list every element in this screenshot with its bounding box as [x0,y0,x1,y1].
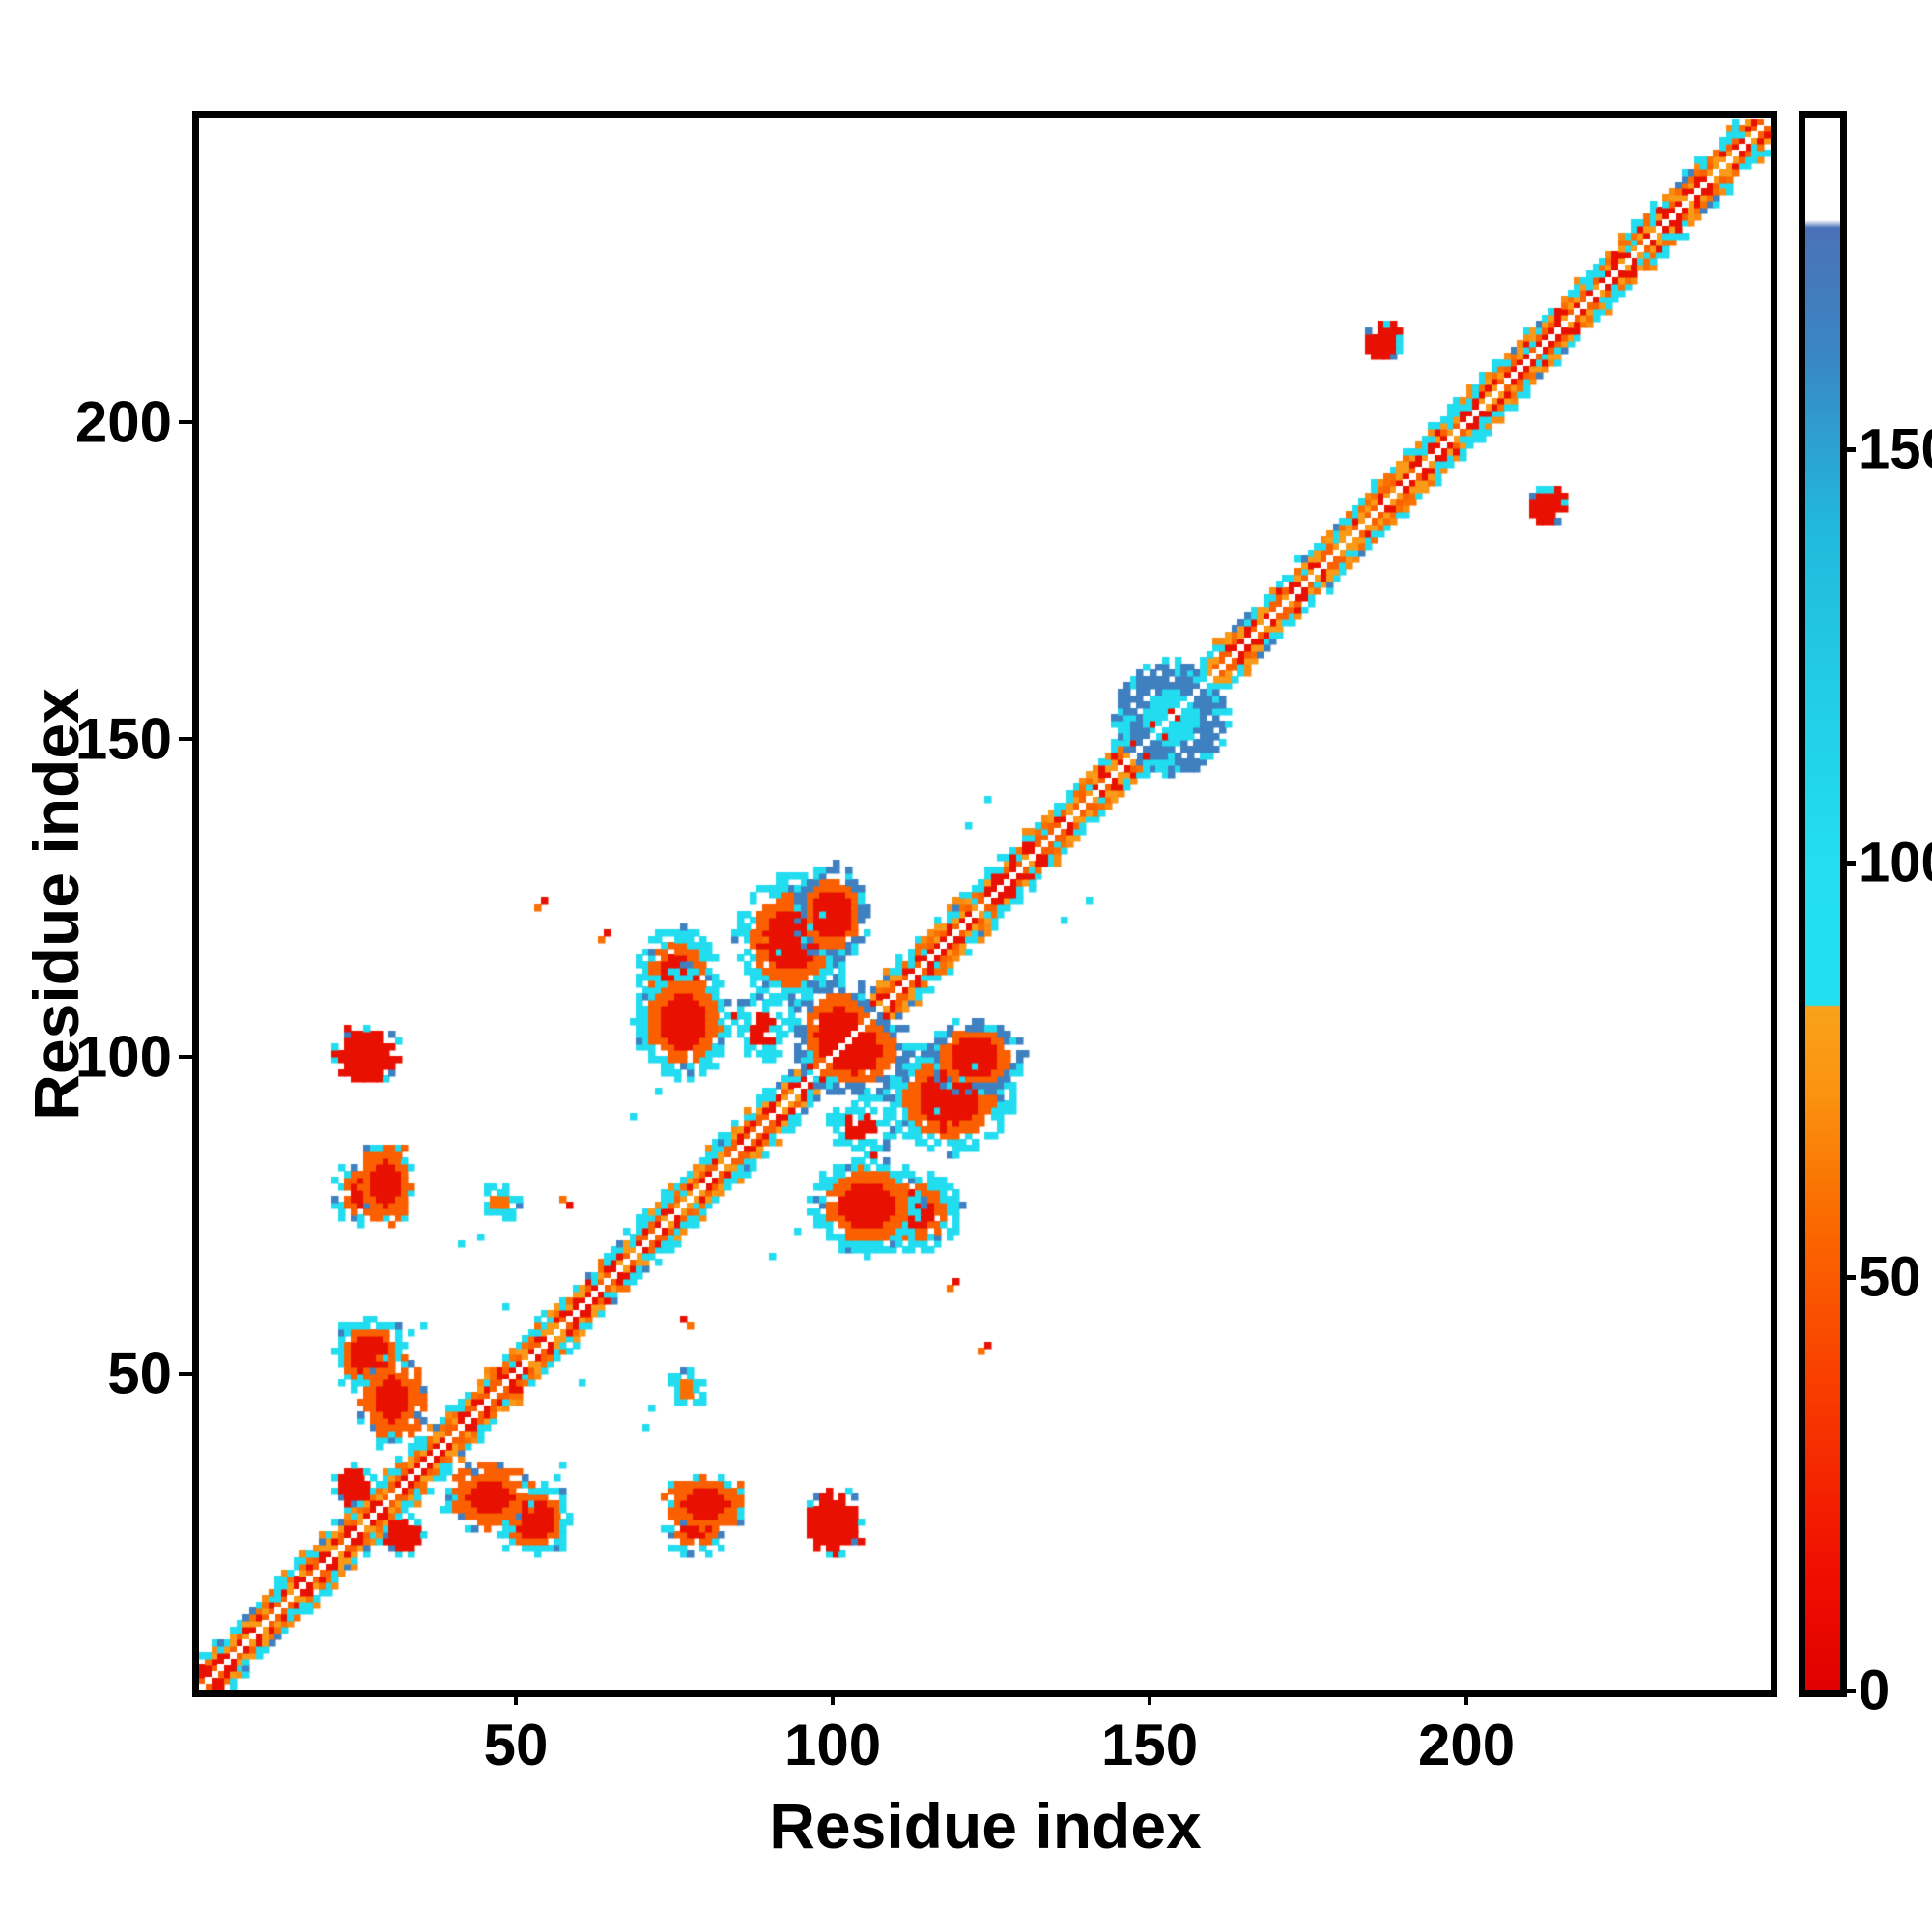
y-tick-150 [179,737,193,742]
colorbar-frame [1799,111,1847,1697]
y-tick-50 [179,1371,193,1376]
x-tick-label-200: 200 [1418,1713,1516,1777]
y-tick-label-200: 200 [74,389,172,455]
colorbar-tick-100 [1843,861,1856,867]
colorbar-tick-0 [1843,1689,1856,1693]
colorbar-tick-50 [1843,1274,1856,1280]
x-tick-label-100: 100 [783,1713,882,1777]
x-tick-100 [831,1690,836,1705]
y-tick-label-150: 150 [74,706,172,772]
heatmap-canvas [199,118,1771,1690]
y-tick-label-50: 50 [107,1341,172,1406]
heatmap-plot-area [192,111,1777,1697]
x-tick-50 [514,1690,519,1705]
x-axis-title: Residue index [769,1790,1202,1861]
colorbar-tick-label-50: 50 [1859,1245,1921,1309]
colorbar [1799,111,1847,1697]
x-tick-label-50: 50 [483,1713,549,1777]
colorbar-tick-150 [1843,446,1856,452]
x-tick-150 [1148,1690,1152,1705]
x-tick-label-150: 150 [1101,1713,1199,1777]
y-tick-200 [179,420,193,425]
x-tick-200 [1464,1690,1469,1705]
y-axis-title: Residue index [20,688,92,1121]
colorbar-tick-label-0: 0 [1859,1659,1890,1722]
colorbar-tick-label-100: 100 [1859,831,1932,895]
colorbar-gradient [1805,118,1840,1690]
colorbar-tick-label-150: 150 [1859,417,1932,481]
y-tick-100 [179,1054,193,1059]
y-tick-label-100: 100 [74,1024,172,1090]
